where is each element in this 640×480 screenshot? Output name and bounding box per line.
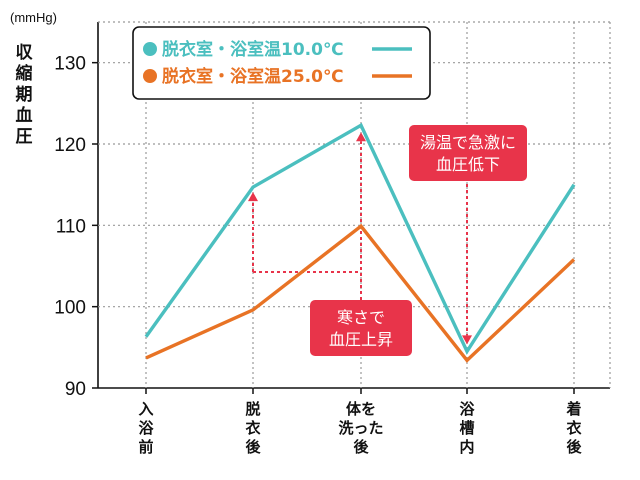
annotation-arrows xyxy=(248,132,472,345)
series-lines xyxy=(144,122,576,363)
legend-marker xyxy=(143,42,157,56)
y-tick-label: 90 xyxy=(65,379,86,400)
y-axis-label-char: 収 xyxy=(16,43,34,63)
y-tick-label: 120 xyxy=(54,135,86,156)
x-category-label: 後 xyxy=(565,438,582,456)
annotation-box xyxy=(409,125,527,181)
y-axis-ticks: 90 100 110 120 130 xyxy=(54,54,98,400)
series-line xyxy=(145,223,576,363)
y-axis-label-char: 血 xyxy=(16,105,33,126)
annotation-arrow-head xyxy=(248,192,258,202)
y-tick-label: 100 xyxy=(54,298,86,319)
annotation-arrow-head xyxy=(462,335,472,345)
legend-box xyxy=(132,26,431,100)
y-axis-label-char: 期 xyxy=(16,85,33,105)
y-tick-label: 130 xyxy=(54,54,86,75)
x-category-label: 着 xyxy=(565,400,581,418)
x-category-label: 脱 xyxy=(245,400,260,418)
x-category-label: 洗った xyxy=(338,419,383,437)
y-unit-label: (mmHg) xyxy=(10,10,57,25)
annotation-box xyxy=(310,300,412,356)
x-category-label: 内 xyxy=(459,438,474,456)
x-category-label: 浴 xyxy=(138,419,154,437)
x-category-label: 後 xyxy=(244,438,261,456)
legend-marker xyxy=(143,69,157,83)
y-axis-label-char: 縮 xyxy=(16,63,33,84)
annotation-arrow-head xyxy=(356,132,366,142)
series-line xyxy=(144,122,576,355)
y-axis-label-char: 圧 xyxy=(16,127,33,147)
x-category-label: 衣 xyxy=(566,419,581,437)
x-category-label: 体を xyxy=(346,400,376,418)
annotation-text: 血圧低下 xyxy=(436,155,500,174)
x-category-label: 衣 xyxy=(245,419,260,437)
annotation-text: 寒さで xyxy=(337,308,385,327)
legend-label: 脱衣室・浴室温25.0℃ xyxy=(162,66,344,87)
x-category-label: 入 xyxy=(138,400,153,418)
annotation-text: 血圧上昇 xyxy=(329,330,393,349)
y-tick-label: 110 xyxy=(56,216,86,237)
legend: 脱衣室・浴室温10.0℃ 脱衣室・浴室温25.0℃ xyxy=(132,26,431,100)
x-category-label: 浴 xyxy=(459,400,475,418)
x-category-label: 前 xyxy=(138,438,153,456)
annotation-text: 湯温で急激に xyxy=(420,133,516,152)
x-category-label: 槽 xyxy=(459,419,474,437)
legend-label: 脱衣室・浴室温10.0℃ xyxy=(162,39,344,60)
x-category-label: 後 xyxy=(352,438,369,456)
